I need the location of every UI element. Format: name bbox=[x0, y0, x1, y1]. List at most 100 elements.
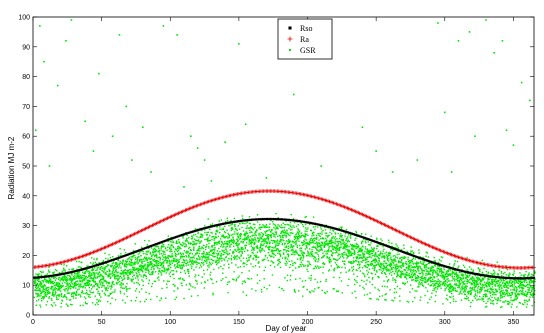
gsr-point bbox=[241, 250, 243, 253]
gsr-point bbox=[398, 295, 401, 297]
gsr-point bbox=[345, 249, 347, 251]
gsr-point bbox=[396, 267, 398, 270]
gsr-point bbox=[216, 226, 218, 228]
gsr-point bbox=[156, 257, 158, 259]
gsr-point bbox=[109, 285, 111, 288]
gsr-point bbox=[230, 234, 233, 236]
gsr-point bbox=[78, 277, 81, 280]
gsr-point bbox=[257, 247, 259, 249]
gsr-point bbox=[304, 223, 307, 226]
gsr-point bbox=[214, 246, 216, 249]
gsr-point bbox=[140, 255, 142, 257]
gsr-point bbox=[469, 292, 472, 295]
gsr-point bbox=[267, 236, 269, 238]
gsr-point bbox=[278, 234, 281, 237]
gsr-point bbox=[224, 252, 226, 254]
gsr-point bbox=[445, 287, 448, 289]
gsr-point bbox=[272, 232, 274, 234]
gsr-point bbox=[329, 258, 331, 261]
gsr-point bbox=[132, 254, 135, 256]
gsr-point bbox=[97, 290, 99, 293]
gsr-point bbox=[161, 243, 164, 245]
gsr-point bbox=[500, 289, 503, 292]
gsr-point bbox=[223, 249, 225, 252]
gsr-point bbox=[295, 250, 297, 253]
gsr-point bbox=[221, 260, 223, 262]
gsr-point bbox=[398, 269, 401, 271]
gsr-point bbox=[426, 252, 429, 254]
gsr-point bbox=[442, 283, 444, 286]
gsr-point bbox=[268, 226, 271, 228]
gsr-point bbox=[131, 279, 133, 281]
gsr-point bbox=[135, 296, 138, 299]
gsr-point bbox=[228, 235, 231, 237]
gsr-point bbox=[91, 302, 94, 304]
gsr-point bbox=[410, 268, 412, 270]
gsr-point bbox=[289, 221, 292, 224]
gsr-point bbox=[253, 242, 255, 245]
gsr-point bbox=[367, 252, 369, 255]
gsr-point bbox=[140, 268, 142, 270]
gsr-point bbox=[443, 283, 445, 285]
gsr-point bbox=[311, 233, 314, 235]
gsr-point bbox=[235, 256, 237, 258]
gsr-point bbox=[275, 249, 278, 252]
gsr-point bbox=[103, 292, 106, 294]
gsr-point bbox=[194, 242, 196, 245]
gsr-point bbox=[492, 280, 494, 282]
gsr-point bbox=[345, 271, 347, 273]
gsr-point bbox=[342, 238, 344, 241]
gsr-point bbox=[186, 252, 188, 254]
gsr-point bbox=[482, 295, 484, 298]
gsr-point bbox=[208, 235, 211, 237]
gsr-point bbox=[336, 290, 339, 293]
gsr-point bbox=[183, 261, 185, 264]
gsr-point bbox=[488, 278, 490, 280]
gsr-point bbox=[402, 263, 404, 265]
gsr-point bbox=[275, 244, 277, 247]
gsr-point bbox=[292, 264, 294, 267]
gsr-point bbox=[269, 223, 271, 225]
gsr-point bbox=[83, 296, 86, 298]
gsr-point bbox=[125, 272, 127, 274]
gsr-point bbox=[120, 269, 123, 272]
gsr-point bbox=[493, 274, 495, 276]
gsr-point bbox=[378, 263, 380, 265]
gsr-point bbox=[105, 287, 108, 289]
gsr-point bbox=[48, 297, 50, 299]
gsr-point bbox=[125, 266, 128, 268]
gsr-point bbox=[395, 264, 397, 266]
gsr-point bbox=[370, 257, 372, 259]
gsr-point bbox=[419, 299, 421, 301]
gsr-point bbox=[152, 249, 154, 251]
gsr-point bbox=[482, 298, 485, 300]
gsr-point bbox=[337, 249, 339, 251]
gsr-point bbox=[494, 283, 496, 286]
gsr-point bbox=[141, 269, 143, 272]
gsr-point bbox=[88, 284, 90, 287]
gsr-point bbox=[391, 245, 393, 248]
gsr-point bbox=[216, 230, 218, 232]
gsr-point bbox=[300, 265, 303, 267]
gsr-point bbox=[318, 267, 320, 270]
gsr-point bbox=[160, 253, 163, 255]
gsr-point bbox=[469, 290, 471, 292]
gsr-point bbox=[383, 260, 385, 263]
gsr-point bbox=[222, 268, 224, 270]
gsr-point bbox=[495, 298, 497, 301]
gsr-point bbox=[40, 295, 42, 297]
gsr-point bbox=[194, 253, 197, 256]
gsr-point bbox=[530, 293, 532, 296]
gsr-point bbox=[196, 252, 198, 254]
gsr-point bbox=[212, 248, 215, 251]
gsr-point bbox=[64, 294, 66, 296]
gsr-point bbox=[171, 244, 173, 246]
gsr-point bbox=[494, 297, 496, 299]
gsr-point bbox=[418, 284, 420, 286]
gsr-point bbox=[387, 239, 390, 242]
gsr-point bbox=[291, 241, 293, 243]
gsr-point bbox=[63, 264, 65, 266]
gsr-point bbox=[95, 263, 97, 265]
gsr-point bbox=[261, 259, 264, 262]
gsr-point bbox=[306, 288, 308, 291]
